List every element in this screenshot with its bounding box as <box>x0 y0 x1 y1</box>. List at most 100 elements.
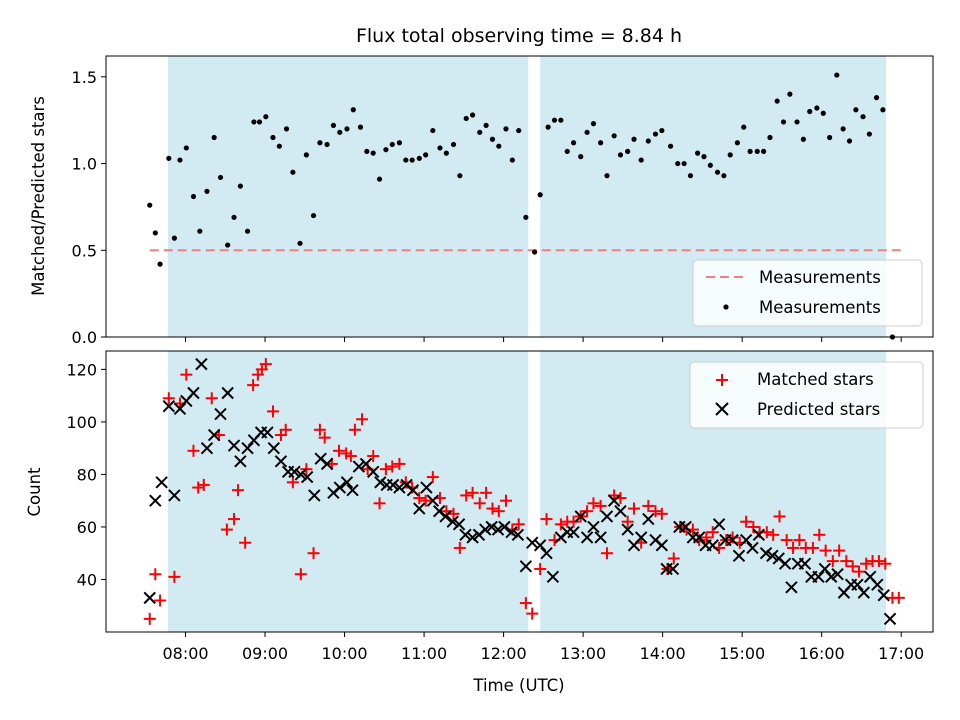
predicted-star-point <box>308 489 321 502</box>
predicted-star-point <box>274 455 288 468</box>
predicted-star-point <box>346 483 359 497</box>
predicted-star-point <box>288 465 301 479</box>
matched-star-point <box>486 502 499 515</box>
predicted-star-point <box>778 557 792 570</box>
measurement-point <box>794 119 800 125</box>
matched-star-point <box>581 505 594 518</box>
measurement-point <box>814 105 820 111</box>
measurement-point <box>787 91 793 97</box>
measurement-point <box>416 155 422 161</box>
matched-star-point <box>499 494 512 507</box>
measurement-point <box>604 173 610 179</box>
predicted-star-point <box>413 502 426 515</box>
matched-star-point <box>348 423 361 436</box>
predicted-star-point <box>759 547 773 560</box>
matched-star-point <box>180 368 193 381</box>
predicted-star-point <box>187 386 200 400</box>
matched-star-point <box>833 544 846 557</box>
top-axes-frame <box>105 55 934 338</box>
matched-star-point <box>740 515 753 528</box>
measurement-point <box>617 152 624 158</box>
measurement-point <box>423 152 429 158</box>
matched-star-point <box>780 534 793 547</box>
measurement-point <box>846 138 853 144</box>
legend-measurements-swatch <box>723 304 729 310</box>
x-tick-label: 13:00 <box>560 644 606 663</box>
predicted-star-point <box>491 523 505 536</box>
predicted-star-point <box>452 518 466 531</box>
measurement-point <box>564 148 570 155</box>
predicted-star-point <box>726 533 739 547</box>
predicted-star-point <box>533 539 547 552</box>
legend-matched-swatch <box>716 374 728 386</box>
matched-star-point <box>793 534 806 547</box>
top-y-tick-label: 1.0 <box>72 155 97 174</box>
predicted-star-point <box>446 515 459 528</box>
predicted-star-point <box>352 460 366 473</box>
measurement-point <box>681 160 687 167</box>
measurement-point <box>532 249 538 255</box>
predicted-star-point <box>333 481 346 494</box>
measurement-point <box>590 121 597 127</box>
measurement-point <box>754 148 760 155</box>
measurement-point <box>860 114 866 120</box>
predicted-star-point <box>594 531 607 544</box>
predicted-star-point <box>732 549 746 563</box>
predicted-star-point <box>498 520 511 534</box>
matched-star-point <box>628 502 641 515</box>
predicted-star-point <box>526 536 539 549</box>
predicted-star-point <box>706 539 719 552</box>
measurement-point <box>237 183 243 189</box>
matched-star-point <box>344 450 357 463</box>
bottom-panel: 40 60 80 100 120 08:00 09:00 10:00 11:00 12:00 13… <box>25 350 934 695</box>
measurement-point <box>283 126 290 132</box>
measurement-point <box>350 107 356 113</box>
predicted-star-point <box>877 589 890 602</box>
measurement-point <box>741 124 747 130</box>
matched-star-point <box>655 507 668 520</box>
matched-star-point <box>313 423 326 436</box>
matched-star-point <box>279 423 292 436</box>
legend-predicted-swatch <box>715 402 729 416</box>
measurement-point <box>721 173 727 179</box>
measurement-point <box>807 108 813 115</box>
measurement-point <box>276 143 282 149</box>
matched-star-point <box>232 484 245 497</box>
predicted-star-point <box>168 489 181 502</box>
measurement-point <box>403 157 409 163</box>
measurement-point <box>866 131 872 137</box>
top-y-tick-label: 0.5 <box>72 241 97 260</box>
matched-star-point <box>162 392 175 405</box>
top-measurements-layer <box>147 72 896 340</box>
predicted-star-point <box>818 562 832 576</box>
measurement-point <box>551 117 558 123</box>
matched-star-point <box>413 492 426 505</box>
measurement-point <box>483 122 489 128</box>
matched-star-point <box>649 505 662 518</box>
bottom-shaded-interval-0 <box>168 351 529 632</box>
top-x-axis-ticks <box>185 337 902 342</box>
matched-star-point <box>143 612 156 625</box>
measurement-point <box>631 136 637 142</box>
measurement-point <box>197 228 203 234</box>
measurement-point <box>330 122 337 128</box>
legend-threshold-label: Measurements <box>759 268 881 287</box>
predicted-star-point <box>798 557 812 570</box>
matched-star-point <box>266 405 279 418</box>
measurement-point <box>337 129 343 135</box>
measurement-point <box>344 126 350 132</box>
predicted-star-point <box>642 512 655 526</box>
bottom-legend: Matched stars Predicted stars <box>689 361 924 429</box>
predicted-star-point <box>752 528 766 542</box>
predicted-star-point <box>374 476 387 489</box>
measurement-point <box>152 230 158 236</box>
measurement-point <box>767 134 773 141</box>
matched-star-point <box>700 531 713 544</box>
measurement-point <box>177 157 183 163</box>
measurement-point <box>827 134 833 141</box>
matched-star-point <box>667 552 680 565</box>
measurement-point <box>638 157 644 163</box>
predicted-star-point <box>851 578 864 591</box>
predicted-star-point <box>587 520 600 534</box>
